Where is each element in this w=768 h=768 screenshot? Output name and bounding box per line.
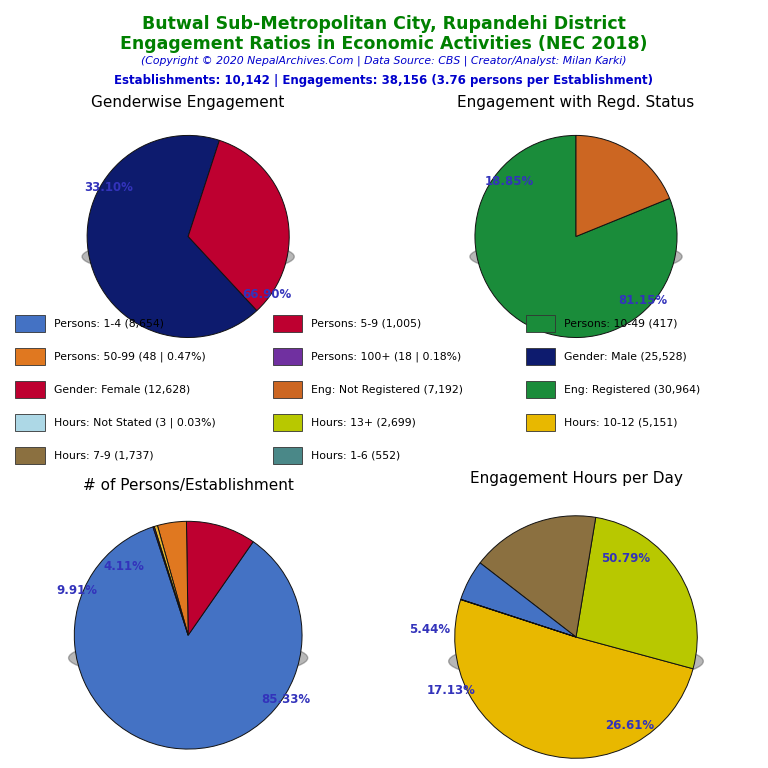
Bar <box>273 414 302 432</box>
Bar <box>15 447 45 465</box>
Text: 5.44%: 5.44% <box>409 624 450 637</box>
Wedge shape <box>576 518 697 669</box>
Wedge shape <box>188 141 290 310</box>
Text: (Copyright © 2020 NepalArchives.Com | Data Source: CBS | Creator/Analyst: Milan : (Copyright © 2020 NepalArchives.Com | Da… <box>141 55 627 66</box>
Bar <box>15 348 45 366</box>
Text: Hours: 13+ (2,699): Hours: 13+ (2,699) <box>311 418 416 428</box>
Wedge shape <box>74 527 302 749</box>
Text: Gender: Male (25,528): Gender: Male (25,528) <box>564 352 687 362</box>
Text: 85.33%: 85.33% <box>261 694 310 707</box>
Bar <box>526 381 555 399</box>
Wedge shape <box>461 563 576 637</box>
Text: 9.91%: 9.91% <box>57 584 98 597</box>
Bar <box>273 348 302 366</box>
Text: Eng: Registered (30,964): Eng: Registered (30,964) <box>564 385 700 395</box>
Bar <box>15 414 45 432</box>
Text: 4.11%: 4.11% <box>103 560 144 573</box>
Title: Engagement Hours per Day: Engagement Hours per Day <box>469 472 683 486</box>
Wedge shape <box>461 599 576 637</box>
Title: # of Persons/Establishment: # of Persons/Establishment <box>83 478 293 493</box>
Title: Engagement with Regd. Status: Engagement with Regd. Status <box>458 95 694 110</box>
Text: 17.13%: 17.13% <box>427 684 475 697</box>
Wedge shape <box>154 525 188 635</box>
Text: Hours: 1-6 (552): Hours: 1-6 (552) <box>311 451 400 461</box>
Text: 50.79%: 50.79% <box>601 552 650 565</box>
Wedge shape <box>455 600 693 758</box>
Bar <box>526 414 555 432</box>
Wedge shape <box>87 135 257 337</box>
Wedge shape <box>576 135 670 237</box>
Text: Persons: 1-4 (8,654): Persons: 1-4 (8,654) <box>54 319 164 329</box>
Text: Butwal Sub-Metropolitan City, Rupandehi District: Butwal Sub-Metropolitan City, Rupandehi … <box>142 15 626 33</box>
Text: Hours: 10-12 (5,151): Hours: 10-12 (5,151) <box>564 418 678 428</box>
Text: Establishments: 10,142 | Engagements: 38,156 (3.76 persons per Establishment): Establishments: 10,142 | Engagements: 38… <box>114 74 654 87</box>
Text: Gender: Female (12,628): Gender: Female (12,628) <box>54 385 190 395</box>
Ellipse shape <box>82 239 294 274</box>
Bar <box>15 381 45 399</box>
Text: Persons: 50-99 (48 | 0.47%): Persons: 50-99 (48 | 0.47%) <box>54 352 206 362</box>
Text: Hours: 7-9 (1,737): Hours: 7-9 (1,737) <box>54 451 154 461</box>
Ellipse shape <box>470 239 682 274</box>
Text: 81.15%: 81.15% <box>618 294 667 307</box>
Text: Engagement Ratios in Economic Activities (NEC 2018): Engagement Ratios in Economic Activities… <box>121 35 647 52</box>
Wedge shape <box>187 521 253 635</box>
Text: Persons: 100+ (18 | 0.18%): Persons: 100+ (18 | 0.18%) <box>311 352 462 362</box>
Bar <box>15 315 45 333</box>
Text: 33.10%: 33.10% <box>84 181 134 194</box>
Text: Hours: Not Stated (3 | 0.03%): Hours: Not Stated (3 | 0.03%) <box>54 418 216 428</box>
Text: 66.90%: 66.90% <box>243 288 292 301</box>
Wedge shape <box>157 521 188 635</box>
Text: Eng: Not Registered (7,192): Eng: Not Registered (7,192) <box>311 385 463 395</box>
Text: Persons: 10-49 (417): Persons: 10-49 (417) <box>564 319 678 329</box>
Wedge shape <box>475 135 677 337</box>
Text: 18.85%: 18.85% <box>485 175 534 188</box>
Bar <box>526 348 555 366</box>
Ellipse shape <box>449 641 703 682</box>
Text: Persons: 5-9 (1,005): Persons: 5-9 (1,005) <box>311 319 422 329</box>
Wedge shape <box>153 527 188 635</box>
Bar <box>273 447 302 465</box>
Text: 26.61%: 26.61% <box>605 719 654 732</box>
Title: Genderwise Engagement: Genderwise Engagement <box>91 95 285 110</box>
Bar <box>526 315 555 333</box>
Bar <box>273 315 302 333</box>
Bar <box>273 381 302 399</box>
Wedge shape <box>480 516 596 637</box>
Ellipse shape <box>68 638 308 677</box>
